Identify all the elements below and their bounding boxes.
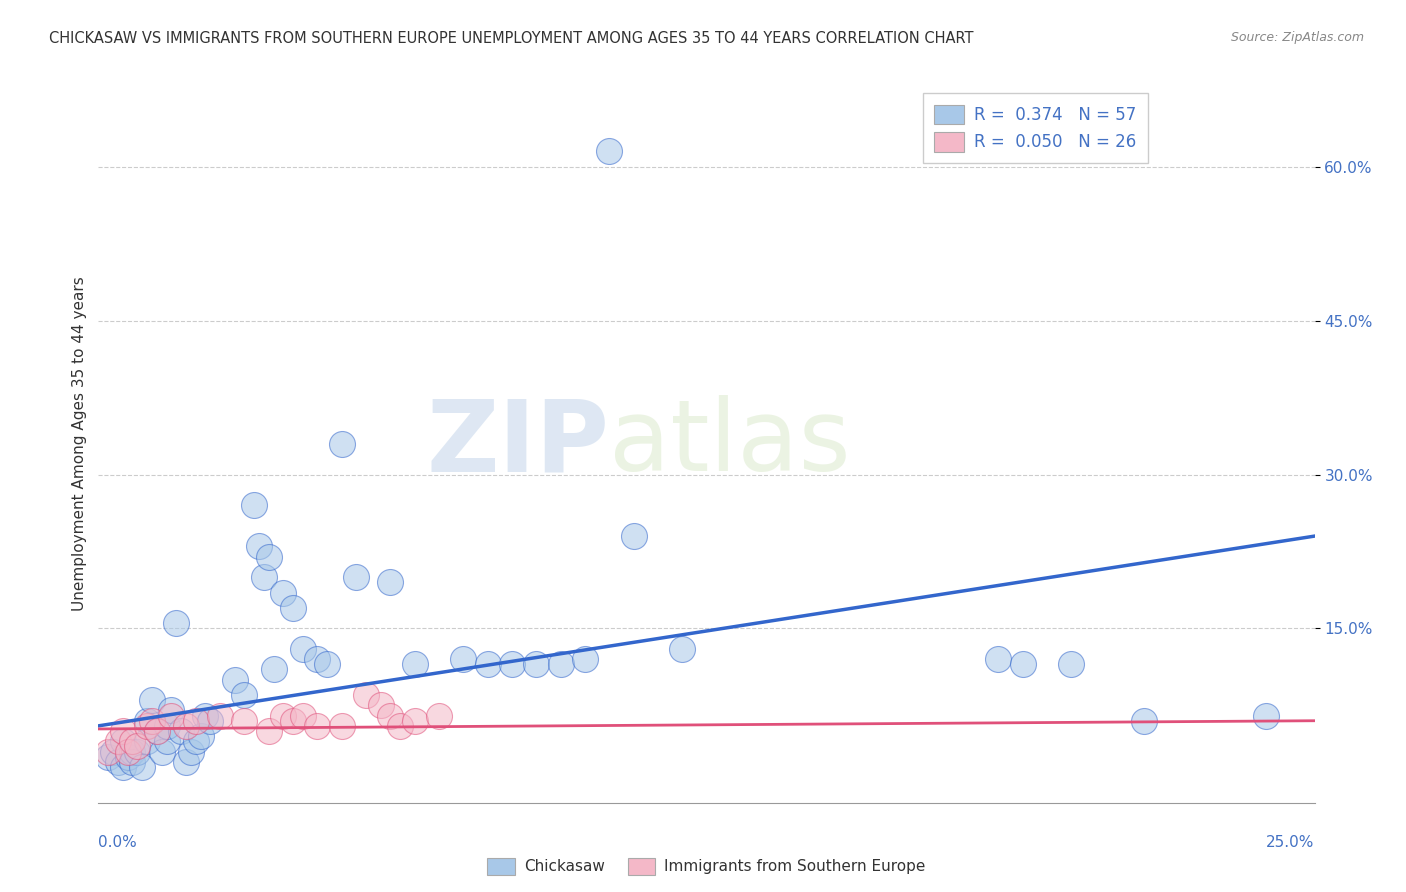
- Point: [121, 755, 143, 769]
- Point: [111, 760, 134, 774]
- Point: [427, 708, 450, 723]
- Point: [136, 719, 159, 733]
- Point: [131, 760, 153, 774]
- Point: [354, 688, 377, 702]
- Point: [146, 724, 169, 739]
- Point: [184, 734, 207, 748]
- Point: [150, 744, 173, 758]
- Point: [598, 145, 620, 159]
- Point: [117, 749, 139, 764]
- Point: [307, 719, 329, 733]
- Point: [121, 734, 143, 748]
- Point: [291, 708, 314, 723]
- Point: [550, 657, 572, 672]
- Point: [263, 662, 285, 677]
- Point: [97, 744, 120, 758]
- Point: [174, 755, 197, 769]
- Point: [111, 734, 134, 748]
- Point: [330, 436, 353, 450]
- Point: [671, 642, 693, 657]
- Text: Source: ZipAtlas.com: Source: ZipAtlas.com: [1230, 31, 1364, 45]
- Point: [97, 749, 120, 764]
- Point: [209, 708, 232, 723]
- Text: 0.0%: 0.0%: [98, 836, 138, 850]
- Point: [107, 755, 129, 769]
- Text: CHICKASAW VS IMMIGRANTS FROM SOUTHERN EUROPE UNEMPLOYMENT AMONG AGES 35 TO 44 YE: CHICKASAW VS IMMIGRANTS FROM SOUTHERN EU…: [49, 31, 974, 46]
- Point: [344, 570, 367, 584]
- Point: [160, 703, 183, 717]
- Point: [233, 688, 256, 702]
- Point: [281, 601, 304, 615]
- Point: [370, 698, 392, 713]
- Point: [200, 714, 222, 728]
- Point: [127, 739, 149, 754]
- Point: [281, 714, 304, 728]
- Point: [501, 657, 523, 672]
- Point: [170, 724, 193, 739]
- Point: [477, 657, 499, 672]
- Point: [330, 719, 353, 733]
- Point: [243, 498, 266, 512]
- Point: [380, 575, 402, 590]
- Text: 25.0%: 25.0%: [1267, 836, 1315, 850]
- Y-axis label: Unemployment Among Ages 35 to 44 years: Unemployment Among Ages 35 to 44 years: [72, 277, 87, 611]
- Point: [165, 616, 187, 631]
- Point: [291, 642, 314, 657]
- Point: [184, 714, 207, 728]
- Point: [623, 529, 645, 543]
- Point: [257, 549, 280, 564]
- Point: [174, 719, 197, 733]
- Text: ZIP: ZIP: [426, 395, 609, 492]
- Point: [194, 708, 217, 723]
- Point: [136, 714, 159, 728]
- Point: [146, 724, 169, 739]
- Point: [224, 673, 246, 687]
- Point: [1254, 708, 1277, 723]
- Point: [141, 693, 163, 707]
- Point: [127, 744, 149, 758]
- Point: [987, 652, 1010, 666]
- Legend: Chickasaw, Immigrants from Southern Europe: Chickasaw, Immigrants from Southern Euro…: [481, 852, 932, 881]
- Point: [141, 714, 163, 728]
- Point: [117, 744, 139, 758]
- Point: [524, 657, 547, 672]
- Point: [574, 652, 596, 666]
- Point: [380, 708, 402, 723]
- Point: [404, 657, 426, 672]
- Point: [111, 724, 134, 739]
- Point: [180, 744, 202, 758]
- Point: [1060, 657, 1083, 672]
- Point: [1133, 714, 1156, 728]
- Point: [155, 719, 177, 733]
- Point: [257, 724, 280, 739]
- Point: [1011, 657, 1033, 672]
- Point: [404, 714, 426, 728]
- Point: [389, 719, 412, 733]
- Point: [253, 570, 276, 584]
- Point: [271, 708, 294, 723]
- Point: [155, 734, 177, 748]
- Point: [453, 652, 475, 666]
- Point: [121, 744, 143, 758]
- Point: [307, 652, 329, 666]
- Point: [247, 539, 270, 553]
- Point: [101, 744, 124, 758]
- Point: [107, 734, 129, 748]
- Text: atlas: atlas: [609, 395, 851, 492]
- Point: [316, 657, 339, 672]
- Point: [160, 708, 183, 723]
- Point: [233, 714, 256, 728]
- Point: [136, 734, 159, 748]
- Point: [271, 585, 294, 599]
- Point: [190, 729, 212, 743]
